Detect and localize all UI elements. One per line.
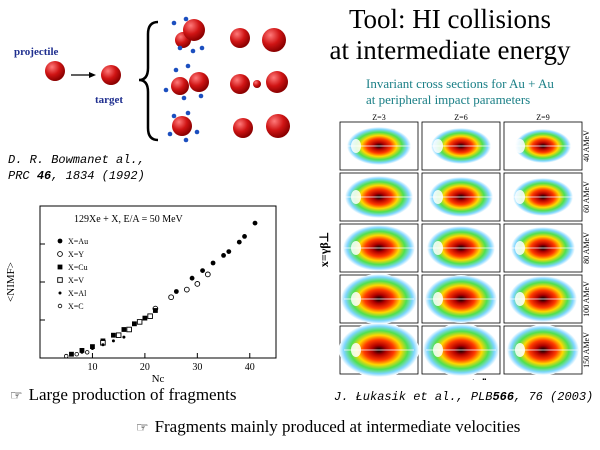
data-point [242, 234, 247, 239]
data-point [101, 343, 105, 347]
legend-marker [58, 291, 62, 295]
projectile-nucleus [45, 61, 65, 81]
legend-marker [57, 251, 63, 257]
data-point [142, 315, 148, 321]
data-point [252, 220, 258, 226]
data-point [194, 281, 201, 287]
outcome-row-1 [171, 16, 286, 54]
legend-label: X=C [68, 302, 84, 311]
right-citation-pages: , 76 (2003) [514, 390, 594, 404]
right-citation: J. Łukasik et al., PLB566, 76 (2003) [334, 389, 593, 405]
data-point [226, 249, 232, 254]
data-point [189, 275, 195, 281]
outcome-row-2 [163, 63, 288, 101]
data-point [236, 239, 242, 245]
bullet-text-1: Large production of fragments [28, 385, 237, 404]
data-point [152, 308, 158, 313]
left-citation: D. R. Bowmanet al., PRC 46, 1834 (1992) [8, 152, 145, 184]
data-point [90, 344, 95, 349]
heatmap-x-label: y= th⁻¹β∥ [439, 377, 488, 380]
left-citation-pages: , 1834 (1992) [51, 169, 145, 183]
legend-marker [57, 238, 63, 244]
target-nucleus [101, 65, 121, 85]
heatmap-y-label: x=γβ⊥ [318, 232, 331, 267]
heatmap-column-label: Z=6 [454, 113, 467, 122]
legend-label: X=Cu [68, 263, 88, 272]
legend-label: X=Al [68, 289, 87, 298]
outcome-row-3 [167, 110, 290, 143]
legend-marker [57, 303, 63, 309]
right-citation-volume: 566 [492, 390, 515, 404]
heatmap-row-label: 100 AMeV [582, 281, 591, 317]
data-point [173, 289, 179, 294]
data-point [126, 326, 132, 333]
data-point [111, 332, 116, 338]
data-point [132, 321, 137, 327]
title-line-2: at intermediate energy [329, 35, 571, 65]
projectile-label: projectile [14, 46, 59, 58]
target-label: target [95, 94, 123, 106]
bullet-text-2: Fragments mainly produced at intermediat… [154, 417, 521, 436]
pointing-hand-icon: ☞ [10, 389, 23, 404]
data-point [200, 268, 205, 273]
data-point [69, 351, 74, 357]
bullet-item-2: ☞ Fragments mainly produced at intermedia… [136, 417, 520, 437]
legend-marker [57, 264, 63, 270]
left-citation-volume: 46 [36, 169, 52, 183]
data-point [147, 313, 153, 319]
caption-line-1: Invariant cross sections for Au + Au [366, 76, 554, 91]
chart-title: 129Xe + X, E/A = 50 MeV [74, 214, 184, 225]
data-point [80, 350, 84, 354]
legend-label: X=Y [68, 250, 84, 259]
x-tick-label: 30 [192, 362, 202, 373]
right-citation-authors: J. Łukasik et al., PLB [334, 390, 493, 404]
slide-title: Tool: HI collisions at intermediate ener… [300, 4, 600, 66]
collision-cartoon: projectile target [14, 16, 290, 143]
legend-label: X=Au [68, 237, 88, 246]
title-line-1: Tool: HI collisions [348, 4, 552, 34]
fragment-multiplicity-chart: 10 20 30 40 Nc <NIMF> 129Xe + X, E/A = 50 MeV X… [5, 205, 277, 382]
pointing-hand-icon: ☞ [136, 421, 149, 436]
legend-marker [57, 277, 63, 283]
legend-label: X=V [68, 276, 84, 285]
caption-line-2: at peripheral impact parameters [366, 92, 531, 107]
data-point [111, 339, 115, 343]
left-citation-journal: PRC [8, 169, 30, 183]
heatmap-row-label: 80 AMeV [582, 232, 591, 264]
heatmap-row-label: 60 AMeV [582, 181, 591, 213]
heatmap-row-label: 40 AMeV [582, 130, 591, 162]
heatmap-column-label: Z=3 [372, 113, 385, 122]
data-point [136, 319, 143, 325]
data-point [122, 335, 126, 339]
x-axis-label: Nc [152, 373, 165, 382]
arrow-head-icon [89, 72, 96, 78]
invariant-cross-section-panels: Z=3 Z=6 Z=9 40 AMeV 60 AMeV 80 AMeV 100 AMeV 15… [318, 113, 591, 380]
data-point [74, 351, 79, 357]
data-point [204, 271, 211, 278]
data-point [64, 353, 69, 359]
heatmap-row-label: 150 AMeV [582, 332, 591, 368]
data-point [221, 253, 226, 258]
data-point [168, 294, 174, 301]
x-tick-label: 40 [245, 362, 255, 373]
data-point [115, 332, 122, 338]
data-point [210, 260, 216, 266]
heatmap-column-label: Z=9 [536, 113, 549, 122]
bullet-item-1: ☞ Large production of fragments [10, 385, 236, 405]
data-point [183, 286, 190, 293]
y-axis-label: <NIMF> [5, 262, 17, 302]
data-point [79, 348, 85, 353]
data-point [90, 347, 94, 350]
heatmap-caption: Invariant cross sections for Au + Au at … [366, 76, 600, 108]
x-tick-label: 20 [140, 362, 150, 373]
data-point [121, 327, 127, 332]
left-citation-authors: D. R. Bowmanet al., [8, 153, 145, 167]
x-tick-label: 10 [87, 362, 97, 373]
data-point [84, 350, 90, 355]
brace [138, 20, 159, 142]
